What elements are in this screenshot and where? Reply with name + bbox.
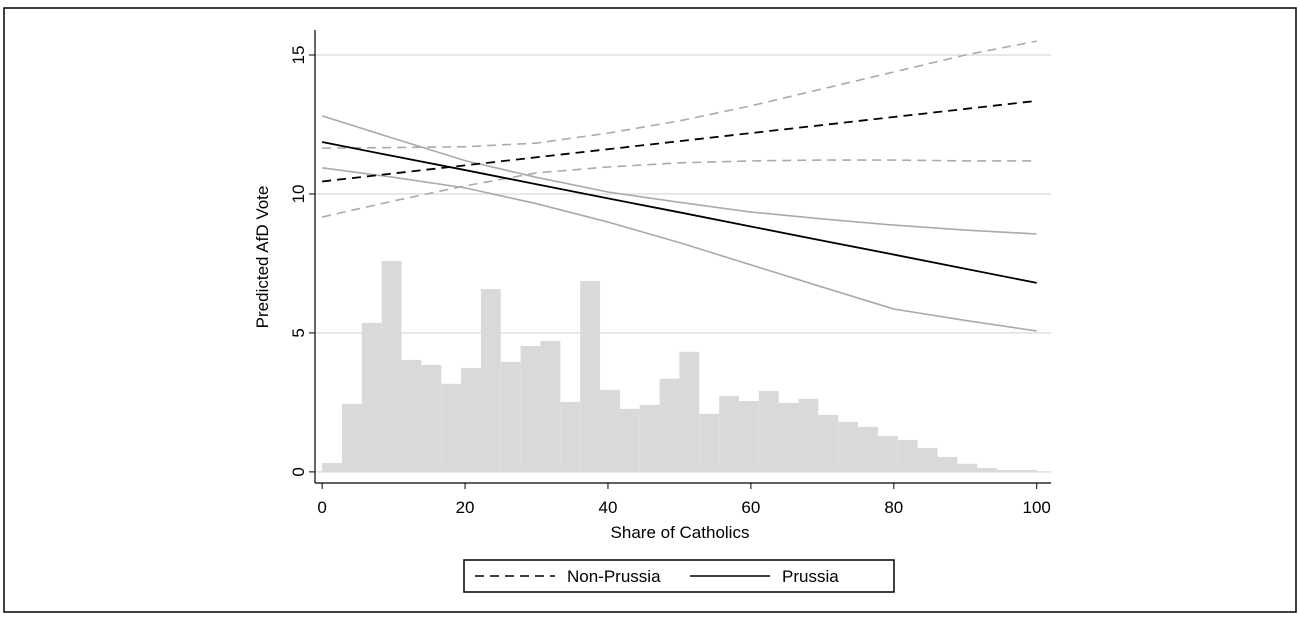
y-tick-label: 0: [289, 467, 308, 476]
ci-line: [321, 159, 1037, 218]
histogram-bar: [1016, 469, 1037, 472]
histogram-bar: [798, 398, 819, 472]
x-tick-label: 80: [884, 498, 903, 517]
histogram-bar: [401, 359, 422, 472]
histogram-bar: [699, 413, 720, 472]
histogram-bar: [600, 389, 620, 472]
histogram-bar: [480, 289, 501, 472]
histogram-bar: [957, 463, 978, 472]
ci-line: [322, 40, 1037, 149]
histogram-bar: [461, 367, 481, 472]
histogram-bar: [977, 467, 997, 472]
histogram-bar: [361, 322, 382, 472]
histogram-bar: [520, 345, 541, 472]
legend-label: Prussia: [782, 567, 839, 586]
x-tick-label: 20: [456, 498, 475, 517]
y-axis-label: Predicted AfD Vote: [253, 186, 272, 329]
x-tick-label: 40: [599, 498, 618, 517]
x-tick-label: 0: [317, 498, 326, 517]
histogram-bar: [639, 404, 660, 472]
line: [321, 141, 1037, 284]
histogram-bar: [322, 462, 343, 472]
histogram-bar: [937, 456, 958, 472]
histogram-bar: [540, 340, 561, 472]
histogram-bar: [917, 447, 938, 472]
histogram-bar: [996, 469, 1017, 472]
histogram-bar: [381, 260, 402, 472]
x-tick-label: 100: [1023, 498, 1051, 517]
legend-label: Non-Prussia: [567, 567, 661, 586]
histogram-bar: [659, 378, 680, 472]
y-tick-label: 15: [289, 46, 308, 65]
histogram-bar: [560, 401, 581, 472]
histogram-bar: [877, 436, 898, 472]
histogram-bar: [719, 396, 739, 472]
histogram-bar: [818, 414, 839, 472]
ci-line: [321, 115, 1037, 235]
ci-line: [322, 167, 1037, 332]
histogram-bar: [441, 383, 462, 472]
histogram-bar: [778, 402, 799, 472]
x-tick-label: 60: [741, 498, 760, 517]
histogram-bar: [858, 426, 878, 472]
histogram-bar: [758, 391, 779, 472]
histogram-bar: [500, 361, 521, 472]
histogram-bar: [421, 364, 442, 472]
histogram-bar: [838, 421, 859, 472]
histogram-bar: [342, 403, 362, 472]
histogram-bar: [619, 408, 640, 472]
x-axis-label: Share of Catholics: [611, 523, 750, 542]
y-tick-label: 5: [289, 328, 308, 337]
histogram-bar: [738, 401, 759, 472]
histogram-bar: [897, 439, 918, 472]
y-tick-label: 10: [289, 185, 308, 204]
histogram-bar: [580, 280, 601, 472]
frame: [3, 7, 1297, 613]
histogram-bar: [679, 351, 700, 472]
